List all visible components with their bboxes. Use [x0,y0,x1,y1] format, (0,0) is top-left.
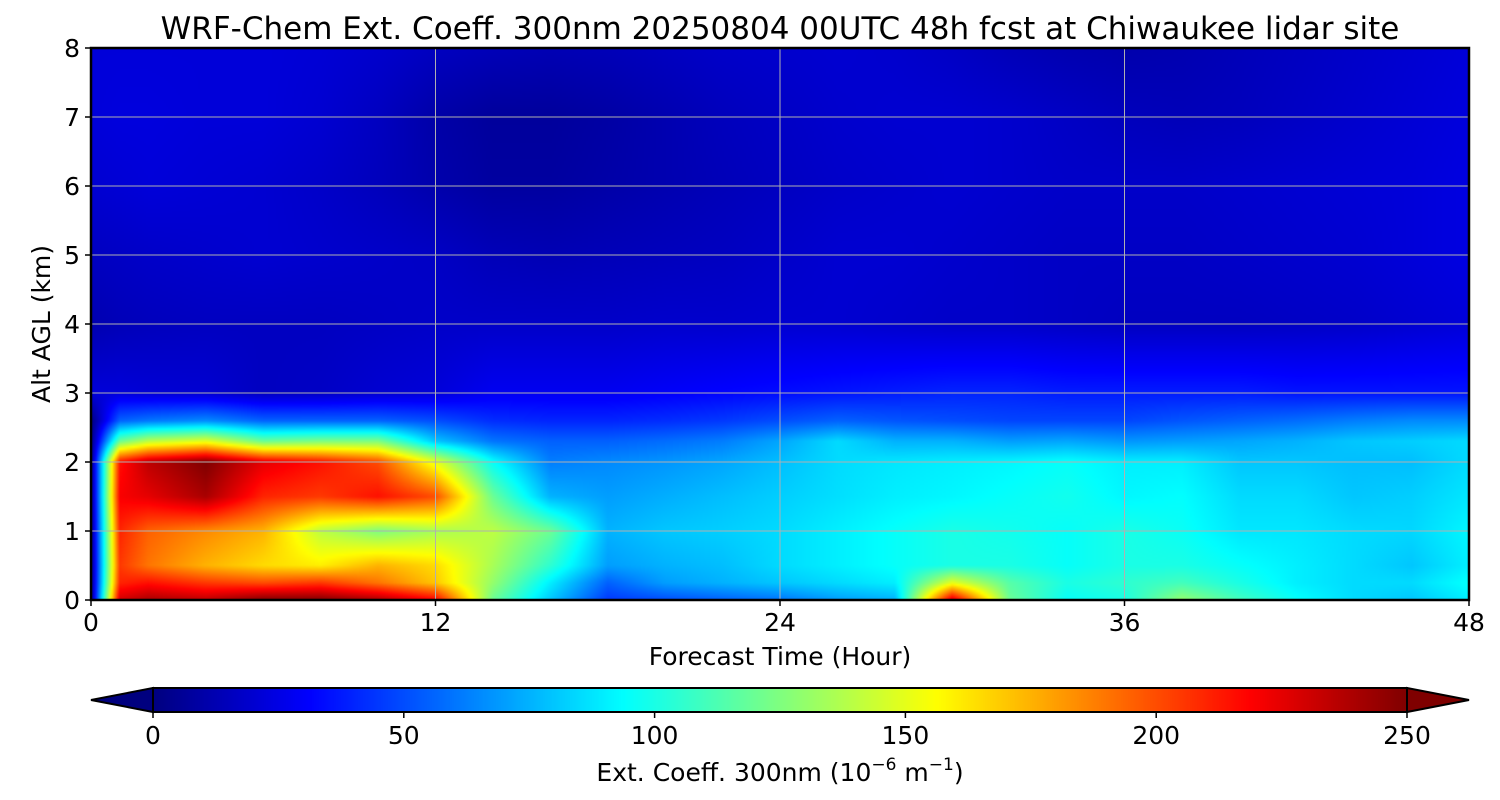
y-tick-label: 4 [64,310,80,339]
colorbar-tick-label: 250 [1383,721,1431,750]
colorbar-tick-label: 50 [388,721,420,750]
x-tick-label: 12 [420,608,452,637]
colorbar-tick-label: 100 [631,721,679,750]
colorbar-high-extension [1406,686,1470,714]
x-tick-label: 0 [83,608,99,637]
colorbar-tick-label: 200 [1132,721,1180,750]
y-tick-label: 5 [64,241,80,270]
colorbar-frame [152,687,1408,713]
colorbar-label: Ext. Coeff. 300nm (10−6 m−1) [596,755,963,787]
y-axis-label: Alt AGL (km) [27,245,56,403]
x-tick-label: 36 [1109,608,1141,637]
colorbar-tick-label: 0 [145,721,161,750]
x-axis: 0 12 24 36 48 [83,600,1485,637]
y-tick-label: 8 [64,34,80,63]
y-tick-label: 3 [64,379,80,408]
chart-title: WRF-Chem Ext. Coeff. 300nm 20250804 00UT… [161,11,1400,47]
x-axis-label: Forecast Time (Hour) [649,642,912,671]
y-axis: 0 1 2 3 4 5 6 7 8 [64,34,91,615]
colorbar-gradient [153,688,1407,712]
x-tick-label: 48 [1453,608,1485,637]
colorbar-tick-label: 150 [882,721,930,750]
y-tick-label: 7 [64,103,80,132]
x-tick-label: 24 [764,608,796,637]
y-tick-label: 6 [64,172,80,201]
y-tick-label: 0 [64,586,80,615]
colorbar: 0 50 100 150 200 250 Ext. Coeff. 300nm (10−6 … [90,686,1470,787]
grid-lines [91,48,1469,600]
colorbar-ticks: 0 50 100 150 200 250 [145,712,1431,750]
colorbar-low-extension [90,686,154,714]
y-tick-label: 1 [64,517,80,546]
y-tick-label: 2 [64,448,80,477]
